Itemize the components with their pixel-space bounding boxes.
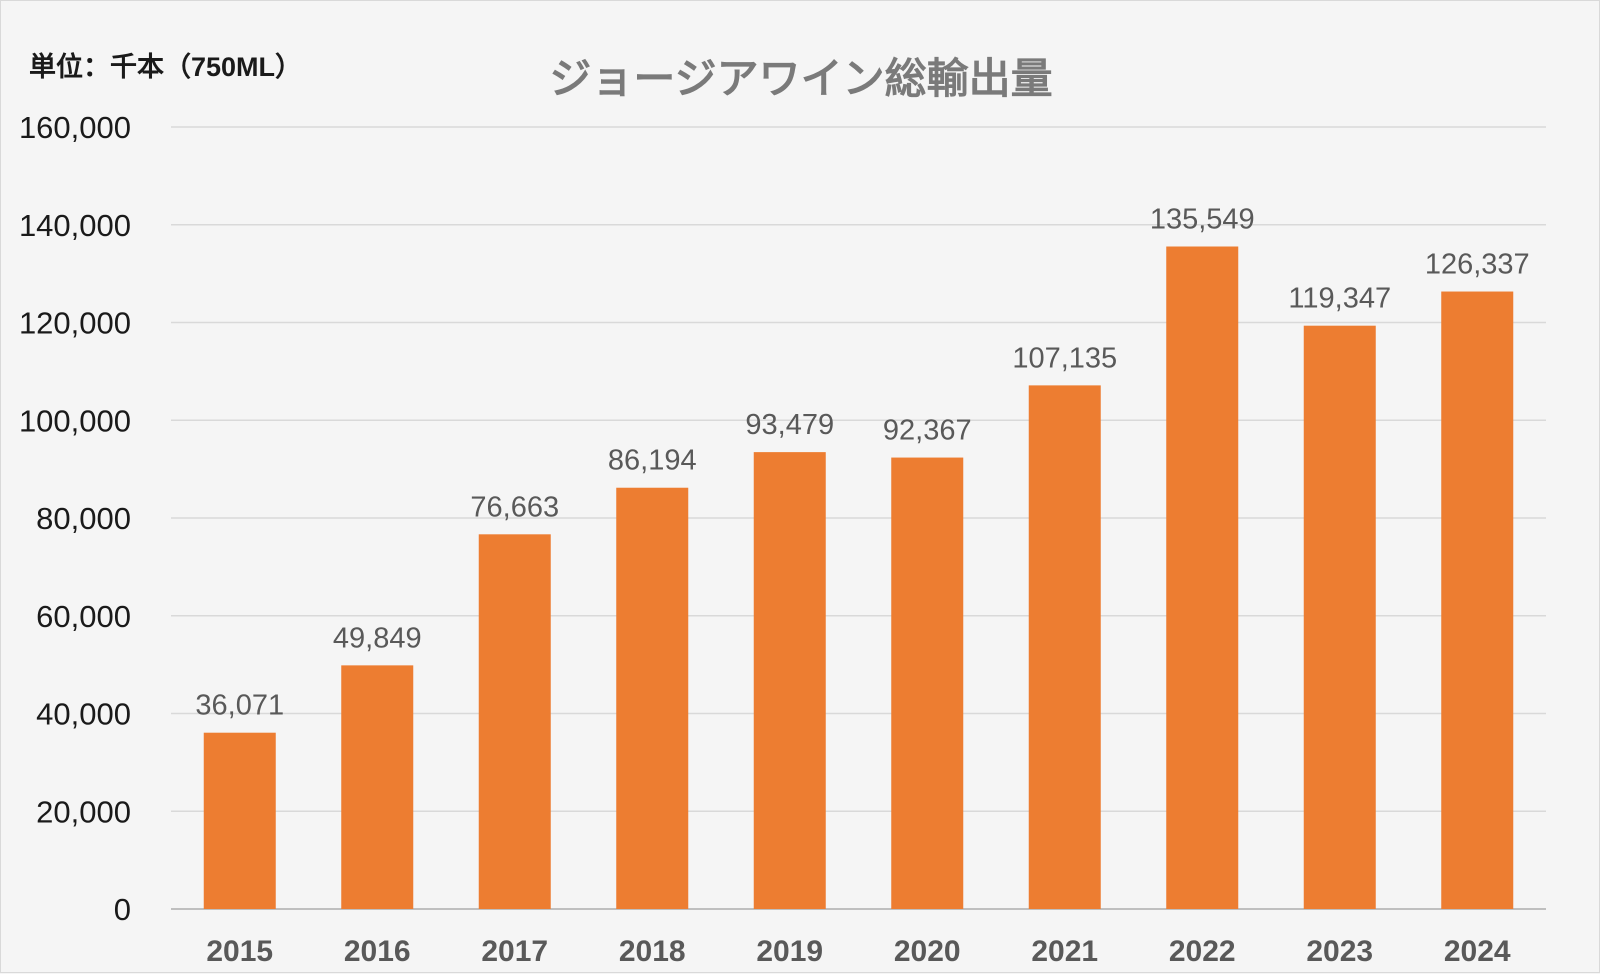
chart-title: ジョージアワイン総輸出量 — [549, 55, 1053, 102]
data-label: 126,337 — [1425, 249, 1530, 281]
data-label: 119,347 — [1288, 283, 1391, 315]
bar — [1441, 291, 1514, 909]
data-label: 92,367 — [883, 415, 972, 447]
y-tick-label: 40,000 — [36, 697, 131, 732]
bar — [1028, 385, 1101, 909]
x-tick-label: 2020 — [894, 935, 961, 968]
x-tick-label: 2021 — [1031, 935, 1098, 968]
x-tick-label: 2015 — [206, 935, 273, 968]
y-tick-label: 0 — [114, 892, 131, 927]
y-tick-label: 20,000 — [36, 794, 131, 829]
x-tick-label: 2024 — [1444, 935, 1511, 968]
bar — [891, 457, 964, 909]
x-tick-label: 2017 — [481, 935, 548, 968]
data-label: 49,849 — [333, 622, 422, 654]
data-label: 86,194 — [608, 445, 697, 477]
bar — [1303, 325, 1376, 909]
x-tick-label: 2019 — [756, 935, 823, 968]
bar — [341, 665, 414, 909]
y-tick-label: 160,000 — [19, 110, 131, 145]
data-label: 93,479 — [745, 409, 834, 441]
bar — [616, 487, 689, 909]
bar — [478, 534, 551, 909]
y-tick-label: 60,000 — [36, 599, 131, 634]
bar — [753, 452, 826, 909]
y-tick-label: 80,000 — [36, 501, 131, 536]
data-label: 36,071 — [195, 690, 284, 722]
data-label: 107,135 — [1012, 342, 1117, 374]
y-tick-label: 140,000 — [19, 208, 131, 243]
x-tick-label: 2023 — [1306, 935, 1373, 968]
x-tick-label: 2016 — [344, 935, 411, 968]
y-tick-label: 100,000 — [19, 403, 131, 438]
y-tick-label: 120,000 — [19, 306, 131, 341]
bar — [203, 732, 276, 909]
x-tick-label: 2018 — [619, 935, 686, 968]
unit-label: 単位：千本（750ML） — [29, 52, 303, 82]
data-label: 76,663 — [470, 491, 559, 523]
data-label: 135,549 — [1150, 204, 1255, 236]
bar — [1166, 246, 1239, 909]
x-tick-label: 2022 — [1169, 935, 1236, 968]
